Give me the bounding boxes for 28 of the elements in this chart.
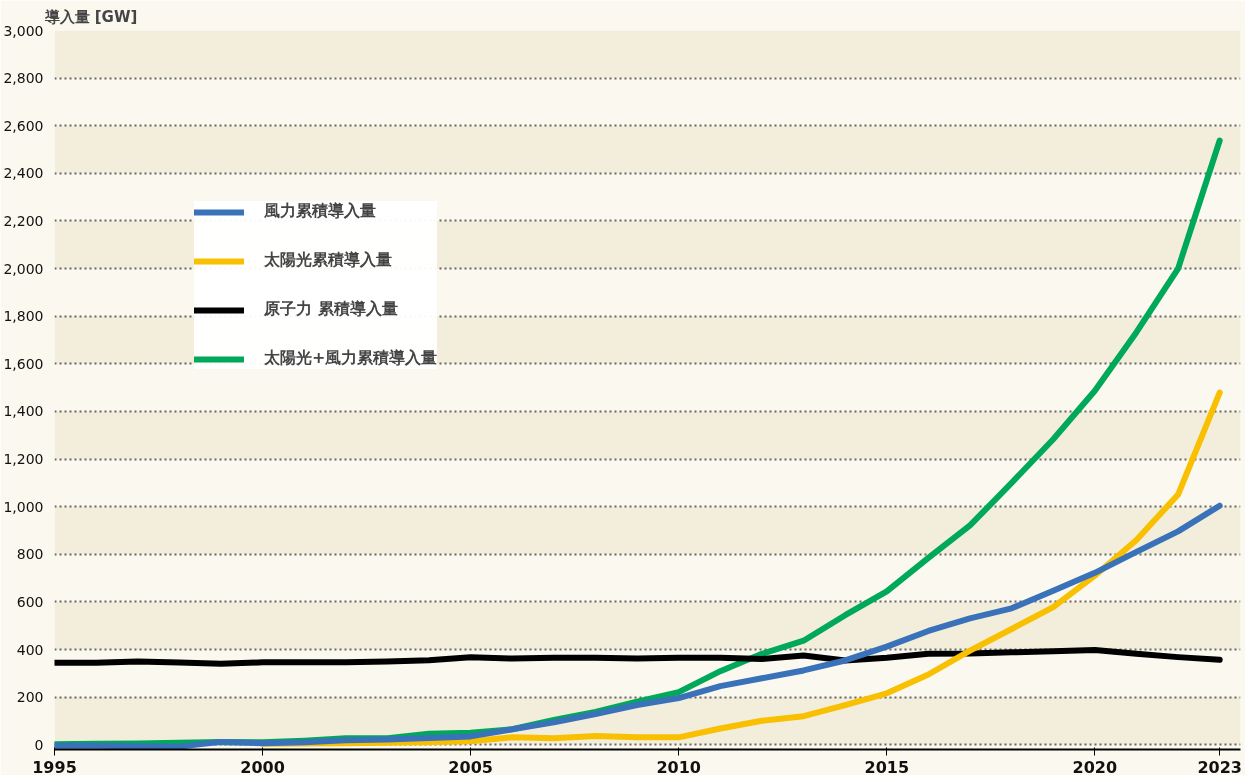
legend-label: 原子力 累積導入量 bbox=[264, 299, 398, 320]
y-tick-label: 1,800 bbox=[3, 308, 44, 325]
x-tick-label: 1995 bbox=[32, 757, 77, 777]
x-tick-label: 2023 bbox=[1197, 757, 1242, 777]
x-tick-label: 2000 bbox=[240, 757, 285, 777]
legend-label: 太陽光+風力累積導入量 bbox=[264, 348, 438, 369]
y-tick-label: 2,000 bbox=[3, 260, 44, 277]
x-tick-label: 2015 bbox=[864, 757, 910, 777]
y-tick-label: 3,000 bbox=[3, 22, 44, 39]
y-tick-label: 1,400 bbox=[3, 403, 44, 420]
y-tick-label: 1,200 bbox=[3, 451, 44, 468]
y-axis-title: 導入量 [GW] bbox=[43, 7, 138, 26]
y-tick-label: 200 bbox=[16, 689, 44, 706]
y-tick-label: 2,200 bbox=[3, 212, 44, 229]
y-tick-label: 2,600 bbox=[3, 117, 44, 134]
y-tick-label: 2,400 bbox=[3, 165, 44, 182]
y-tick-label: 0 bbox=[34, 736, 44, 753]
legend-label: 風力累積導入量 bbox=[264, 201, 376, 222]
x-tick-label: 2005 bbox=[448, 757, 493, 777]
y-tick-label: 2,800 bbox=[3, 70, 44, 87]
legend-label: 太陽光累積導入量 bbox=[264, 250, 392, 271]
y-tick-label: 600 bbox=[16, 593, 44, 610]
x-tick-label: 2010 bbox=[656, 757, 701, 777]
y-tick-label: 400 bbox=[16, 641, 44, 658]
x-tick-label: 2020 bbox=[1072, 757, 1118, 777]
y-tick-label: 1,000 bbox=[3, 498, 44, 515]
y-tick-label: 1,600 bbox=[3, 355, 44, 372]
y-tick-label: 800 bbox=[16, 546, 44, 563]
